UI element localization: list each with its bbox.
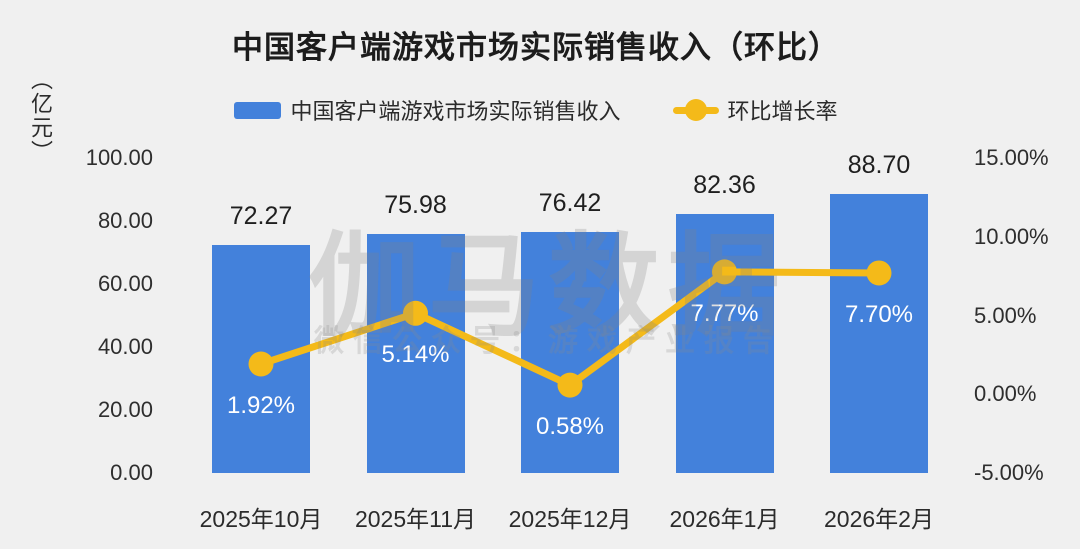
growth-rate-label: 5.14% (381, 341, 450, 369)
left-axis-tick-label: 0.00 (110, 460, 153, 485)
growth-rate-label: 7.70% (844, 300, 914, 328)
bar-2026年1月 (675, 213, 774, 473)
x-axis-label: 2025年11月 (354, 506, 477, 532)
right-axis-tick-label: 15.00% (974, 145, 1049, 170)
bar-series-swatch-icon (234, 101, 282, 119)
bar-2025年10月 (212, 245, 310, 473)
left-axis-tick-label: 80.00 (97, 208, 153, 233)
x-axis-label: 2026年1月 (669, 506, 780, 532)
x-axis-label: 2026年2月 (824, 506, 934, 532)
growth-rate-label: 7.77% (690, 299, 759, 327)
bar-value-label: 75.98 (384, 190, 447, 219)
bar-value-label: 72.27 (229, 202, 293, 231)
bar-value-label: 88.70 (847, 150, 911, 179)
legend: 中国客户端游戏市场实际销售收入 环比增长率 (0, 94, 1072, 126)
left-axis-tick-label: 20.00 (97, 397, 153, 422)
y-axis-unit-label: （亿元） (28, 68, 53, 164)
left-axis-tick-label: 60.00 (97, 271, 153, 296)
growth-rate-label: 0.58% (535, 413, 605, 441)
x-axis-label: 2025年10月 (199, 506, 323, 532)
right-axis-tick-label: -5.00% (974, 460, 1044, 485)
right-axis-tick-label: 5.00% (974, 302, 1037, 328)
bar-2026年2月 (830, 193, 928, 473)
chart-title: 中国客户端游戏市场实际销售收入（环比） (232, 30, 840, 65)
legend-item-revenue[interactable]: 中国客户端游戏市场实际销售收入 (234, 94, 621, 126)
line-series-swatch-icon (672, 98, 719, 122)
line-dot-icon (684, 99, 707, 121)
x-axis-label: 2025年12月 (508, 506, 632, 532)
legend-label-growth-rate: 环比增长率 (727, 99, 838, 124)
bar-value-label: 76.42 (538, 189, 602, 218)
left-axis-tick-label: 40.00 (97, 334, 153, 359)
right-axis-tick-label: 0.00% (974, 381, 1037, 407)
legend-item-growth-rate[interactable]: 环比增长率 (672, 94, 838, 126)
left-axis-tick-label: 100.00 (85, 145, 153, 170)
bar-value-label: 82.36 (693, 170, 756, 199)
right-axis-tick-label: 10.00% (974, 223, 1049, 249)
growth-rate-label: 1.92% (226, 392, 296, 419)
legend-label-revenue: 中国客户端游戏市场实际销售收入 (290, 99, 621, 124)
